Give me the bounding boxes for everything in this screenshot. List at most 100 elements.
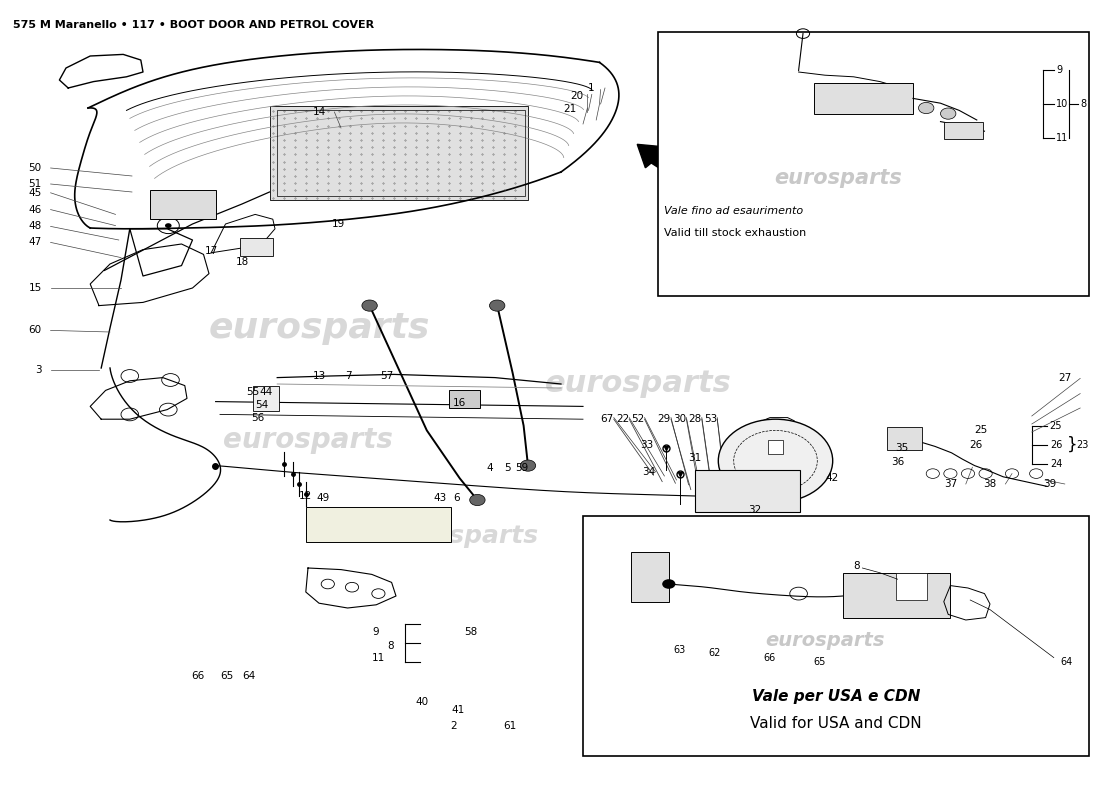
Text: 1: 1 — [587, 83, 594, 93]
Bar — [150, 190, 216, 219]
Text: 7: 7 — [345, 371, 352, 381]
Text: 66: 66 — [191, 671, 205, 681]
Text: eurosparts: eurosparts — [774, 168, 902, 188]
Text: 54: 54 — [255, 400, 268, 410]
Circle shape — [662, 579, 675, 589]
Text: 21: 21 — [563, 104, 576, 114]
Circle shape — [165, 223, 172, 228]
Text: 44: 44 — [260, 387, 273, 397]
Text: eurosparts: eurosparts — [766, 630, 884, 650]
Text: 60: 60 — [29, 326, 42, 335]
Text: 26: 26 — [969, 440, 982, 450]
Text: }: } — [1067, 436, 1078, 454]
Text: 66: 66 — [763, 653, 777, 662]
Bar — [449, 390, 480, 408]
Text: 41: 41 — [451, 705, 464, 714]
Text: 24: 24 — [1049, 459, 1063, 469]
Bar — [253, 386, 279, 411]
Text: eurosparts: eurosparts — [544, 370, 732, 398]
Text: 28: 28 — [689, 414, 702, 424]
Text: 22: 22 — [616, 414, 629, 424]
Text: 27: 27 — [1058, 374, 1071, 383]
Text: 67: 67 — [601, 414, 614, 424]
Text: Valid for USA and CDN: Valid for USA and CDN — [750, 717, 922, 731]
Text: 11: 11 — [1056, 133, 1068, 142]
Text: Valid till stock exhaustion: Valid till stock exhaustion — [664, 229, 806, 238]
Text: 49: 49 — [317, 493, 330, 502]
Text: 25: 25 — [1049, 421, 1063, 430]
Text: 39: 39 — [1043, 479, 1056, 489]
Text: 19: 19 — [332, 219, 345, 229]
Text: 52: 52 — [631, 414, 645, 424]
Text: 38: 38 — [983, 479, 997, 489]
Text: 32: 32 — [748, 505, 761, 514]
Text: 59: 59 — [515, 463, 528, 473]
Bar — [814, 83, 913, 114]
Text: eurosparts: eurosparts — [208, 311, 430, 345]
Text: 56: 56 — [251, 414, 264, 423]
Bar — [306, 507, 451, 542]
FancyArrow shape — [637, 144, 733, 207]
Text: 64: 64 — [1060, 658, 1072, 667]
Bar — [631, 552, 669, 602]
Text: 6: 6 — [453, 493, 460, 502]
Text: 45: 45 — [29, 188, 42, 198]
Text: 9: 9 — [373, 627, 380, 637]
Text: 62: 62 — [708, 648, 722, 658]
Text: 36: 36 — [891, 458, 904, 467]
Text: 18: 18 — [235, 258, 249, 267]
Text: 23: 23 — [1076, 440, 1089, 450]
Text: 43: 43 — [433, 493, 447, 502]
Text: 13: 13 — [312, 371, 326, 381]
Text: 575 M Maranello • 117 • BOOT DOOR AND PETROL COVER: 575 M Maranello • 117 • BOOT DOOR AND PE… — [13, 20, 374, 30]
Text: 50: 50 — [29, 163, 42, 173]
Text: 9: 9 — [1056, 66, 1063, 75]
Bar — [662, 192, 719, 206]
Text: 8: 8 — [387, 641, 394, 650]
Text: 61: 61 — [504, 721, 517, 730]
Text: 64: 64 — [242, 671, 255, 681]
Bar — [583, 516, 1089, 756]
Text: 11: 11 — [372, 653, 385, 662]
Text: 4: 4 — [486, 463, 493, 473]
Text: 57: 57 — [381, 371, 394, 381]
Bar — [843, 573, 950, 618]
Text: eurosparts: eurosparts — [223, 426, 393, 454]
Text: 5: 5 — [504, 463, 510, 473]
Text: 25: 25 — [975, 426, 988, 435]
Text: 51: 51 — [29, 179, 42, 189]
Text: 10: 10 — [1056, 99, 1068, 109]
Text: 29: 29 — [658, 414, 671, 424]
Text: 40: 40 — [416, 698, 429, 707]
Bar — [896, 573, 927, 600]
Text: 16: 16 — [453, 398, 466, 408]
Bar — [695, 470, 800, 512]
Text: 63: 63 — [673, 645, 686, 654]
Text: 48: 48 — [29, 222, 42, 231]
Bar — [240, 238, 273, 256]
Text: 3: 3 — [35, 366, 42, 375]
Circle shape — [362, 300, 377, 311]
Text: Vale per USA e CDN: Vale per USA e CDN — [751, 690, 921, 704]
Bar — [658, 32, 1089, 296]
Text: 12: 12 — [299, 491, 312, 501]
Circle shape — [520, 460, 536, 471]
Text: 15: 15 — [29, 283, 42, 293]
Text: 35: 35 — [895, 443, 909, 453]
Bar — [277, 110, 525, 196]
Text: 65: 65 — [813, 658, 826, 667]
Bar — [944, 122, 983, 139]
Text: 46: 46 — [29, 205, 42, 214]
Circle shape — [940, 108, 956, 119]
Text: 33: 33 — [640, 440, 653, 450]
Text: 30: 30 — [673, 414, 686, 424]
Text: 42: 42 — [825, 474, 838, 483]
Text: 31: 31 — [689, 453, 702, 462]
Text: 26: 26 — [1049, 440, 1063, 450]
Circle shape — [470, 494, 485, 506]
Bar — [270, 106, 528, 200]
Bar — [887, 427, 922, 450]
Text: 47: 47 — [29, 238, 42, 247]
Circle shape — [718, 419, 833, 502]
Text: 2: 2 — [450, 721, 456, 730]
